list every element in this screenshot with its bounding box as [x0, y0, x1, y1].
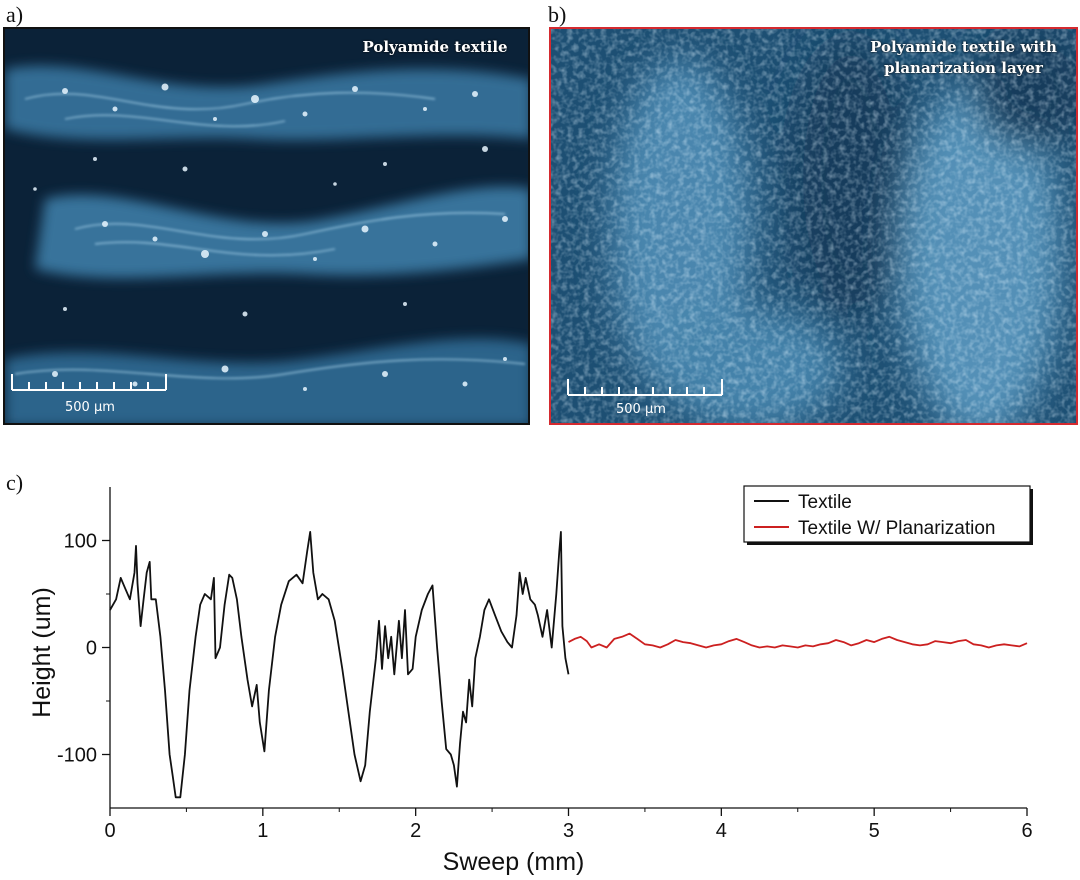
micrograph-polyamide-textile: Polyamide textile 500 µm [3, 27, 530, 425]
micrograph-b-image [551, 29, 1076, 423]
micrograph-planarized-textile: Polyamide textile with planarization lay… [549, 27, 1078, 425]
legend-box [743, 485, 1031, 543]
y-axis-label: Height (um) [28, 587, 56, 718]
legend-label: Textile [798, 492, 852, 513]
series-line-textile-w-planarization [568, 632, 1028, 649]
scale-bar-b [567, 379, 723, 396]
panel-a-letter: a) [6, 2, 24, 27]
panel-b-letter: b) [548, 2, 567, 27]
legend-label: Textile W/ Planarization [798, 518, 995, 539]
x-tick-label: 4 [716, 820, 727, 842]
micrograph-b-title: Polyamide textile with planarization lay… [851, 37, 1076, 79]
height-profile-chart: 0 1 2 3 4 5 6 -100 0 100 Sweep (mm) Height (um) Text… [28, 485, 1033, 876]
y-tick-label: 100 [64, 531, 97, 553]
x-tick-label: 3 [563, 820, 574, 842]
x-tick-label: 5 [869, 820, 880, 842]
x-tick-label: 1 [257, 820, 268, 842]
x-axis-label: Sweep (mm) [443, 848, 585, 876]
series-line-textile [109, 531, 570, 799]
x-tick-label: 0 [104, 820, 115, 842]
y-tick-label: -100 [57, 745, 97, 767]
micrograph-b-title-line2: planarization layer [884, 59, 1043, 77]
y-tick-label: 0 [86, 638, 97, 660]
panel-c-letter: c) [6, 470, 24, 495]
scale-label-a: 500 µm [65, 400, 115, 415]
micrograph-a-image [5, 29, 528, 423]
scale-label-b: 500 µm [616, 402, 666, 417]
micrograph-b-title-line1: Polyamide textile with [870, 38, 1057, 56]
micrograph-a-title: Polyamide textile [362, 38, 508, 56]
x-tick-label: 2 [410, 820, 421, 842]
scale-bar-a [11, 374, 167, 391]
x-tick-label: 6 [1021, 820, 1032, 842]
